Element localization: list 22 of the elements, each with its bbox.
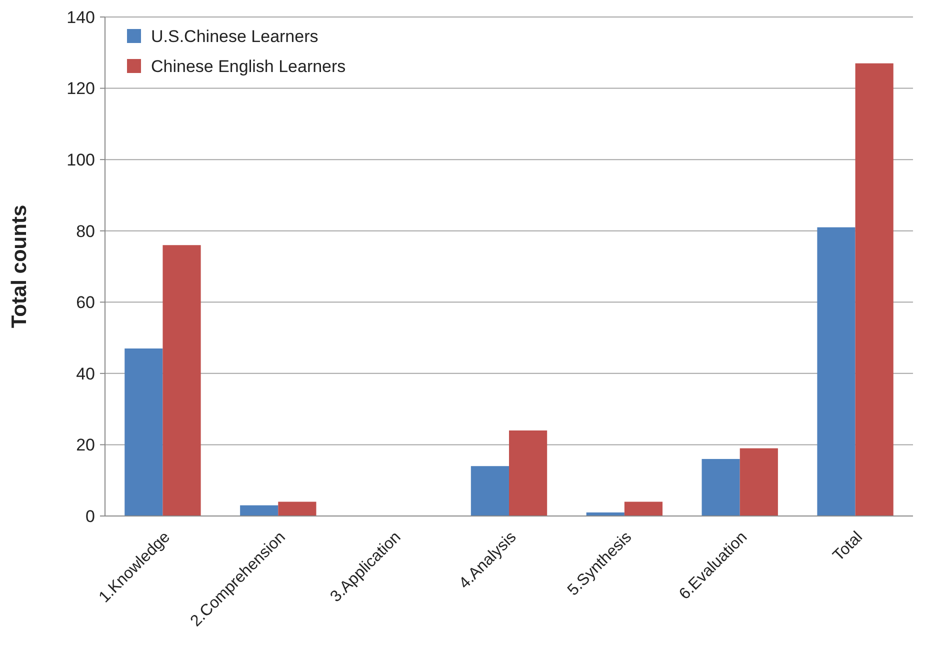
bar [162, 245, 201, 516]
bar [124, 348, 163, 516]
bar [817, 227, 856, 516]
bar [278, 502, 316, 516]
bar [855, 63, 894, 516]
y-tick-label: 100 [66, 150, 95, 170]
y-tick-label: 0 [86, 506, 95, 526]
y-tick-label: 80 [76, 222, 95, 241]
bar [509, 430, 548, 516]
bar [240, 505, 278, 516]
y-tick-label: 140 [66, 8, 95, 27]
legend-label: U.S.Chinese Learners [151, 26, 318, 46]
bar [702, 458, 740, 516]
y-tick-label: 120 [66, 79, 95, 98]
y-tick-label: 20 [76, 436, 95, 455]
legend-label: Chinese English Learners [151, 56, 346, 76]
y-tick-label: 40 [76, 364, 95, 384]
bar [624, 502, 663, 516]
y-tick-label: 60 [76, 293, 95, 312]
y-axis-title: Total counts [8, 204, 31, 328]
bar [740, 448, 778, 516]
bar [470, 466, 509, 516]
